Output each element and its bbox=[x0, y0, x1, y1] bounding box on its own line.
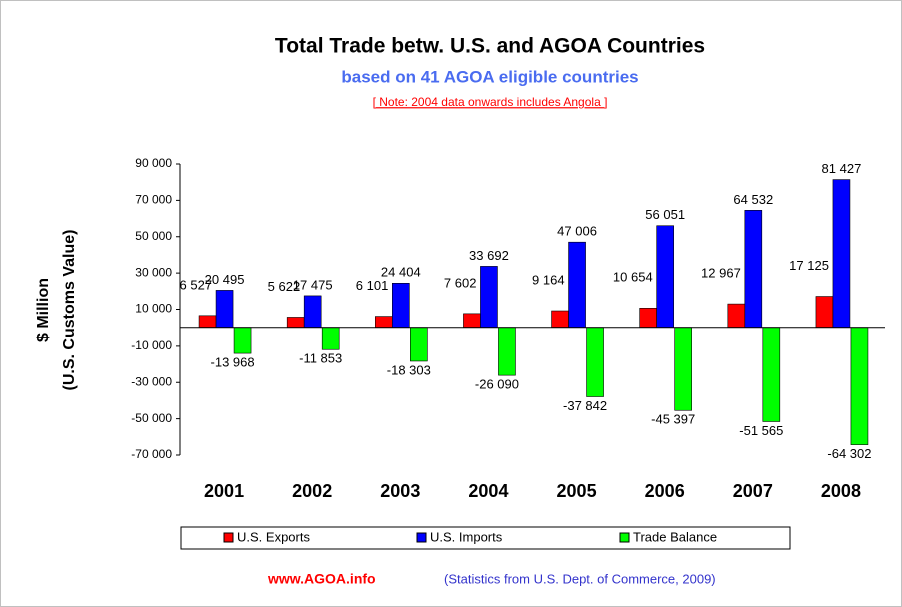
y-tick-label: 50 000 bbox=[135, 229, 172, 243]
value-label: 17 125 bbox=[789, 258, 829, 273]
value-label: 33 692 bbox=[469, 248, 509, 263]
value-label: 24 404 bbox=[381, 265, 421, 280]
chart-note: [ Note: 2004 data onwards includes Angol… bbox=[373, 95, 608, 109]
legend-label: U.S. Imports bbox=[430, 529, 503, 544]
bar bbox=[762, 327, 781, 422]
y-tick-label: 90 000 bbox=[135, 156, 172, 170]
x-tick-label: 2002 bbox=[292, 481, 332, 501]
x-tick-label: 2007 bbox=[733, 481, 773, 501]
value-label: 9 164 bbox=[532, 272, 565, 287]
chart-subtitle: based on 41 AGOA eligible countries bbox=[341, 67, 638, 86]
value-label: 56 051 bbox=[645, 207, 685, 222]
bar bbox=[815, 296, 834, 328]
footer-source: (Statistics from U.S. Dept. of Commerce,… bbox=[444, 571, 716, 586]
value-label: 47 006 bbox=[557, 224, 597, 239]
y-tick-label: -10 000 bbox=[131, 338, 172, 352]
bar bbox=[303, 295, 322, 328]
y-tick-label: 30 000 bbox=[135, 265, 172, 279]
legend-label: Trade Balance bbox=[633, 529, 717, 544]
bar bbox=[639, 308, 657, 328]
x-tick-label: 2004 bbox=[468, 481, 508, 501]
bar bbox=[744, 210, 763, 328]
value-label: -37 842 bbox=[563, 398, 607, 413]
footer-link: www.AGOA.info bbox=[267, 571, 376, 587]
bar bbox=[392, 283, 410, 328]
value-label: 5 622 bbox=[268, 279, 301, 294]
value-label: 6 101 bbox=[356, 278, 389, 293]
y-tick-label: -70 000 bbox=[131, 447, 172, 461]
bar bbox=[832, 179, 851, 328]
bar bbox=[410, 327, 428, 362]
bar bbox=[498, 327, 516, 376]
bar bbox=[568, 241, 586, 328]
legend-swatch bbox=[416, 532, 427, 543]
chart-title: Total Trade betw. U.S. and AGOA Countrie… bbox=[275, 35, 705, 58]
x-tick-label: 2001 bbox=[204, 481, 244, 501]
bar bbox=[321, 327, 340, 350]
bar bbox=[850, 327, 869, 445]
bar bbox=[674, 327, 692, 411]
bar bbox=[375, 316, 393, 328]
y-tick-label: -30 000 bbox=[131, 374, 172, 388]
y-axis-label: (U.S. Customs Value) bbox=[61, 230, 78, 391]
legend-label: U.S. Exports bbox=[237, 529, 310, 544]
value-label: 12 967 bbox=[701, 266, 741, 281]
bar bbox=[727, 303, 746, 328]
bar bbox=[551, 310, 569, 328]
bar bbox=[233, 327, 252, 354]
y-tick-label: 10 000 bbox=[135, 302, 172, 316]
value-label: 7 602 bbox=[444, 275, 477, 290]
value-label: 17 475 bbox=[293, 277, 333, 292]
bar bbox=[215, 290, 234, 328]
value-label: -64 302 bbox=[827, 446, 871, 461]
x-tick-label: 2003 bbox=[380, 481, 420, 501]
value-label: 64 532 bbox=[733, 192, 773, 207]
value-label: 20 495 bbox=[205, 272, 245, 287]
x-tick-label: 2008 bbox=[821, 481, 861, 501]
bar bbox=[198, 315, 217, 328]
value-label: 10 654 bbox=[613, 270, 653, 285]
value-label: -18 303 bbox=[387, 362, 431, 377]
value-label: -11 853 bbox=[299, 351, 342, 366]
value-label: -45 397 bbox=[651, 412, 695, 427]
value-label: -13 968 bbox=[211, 355, 255, 370]
x-tick-label: 2005 bbox=[557, 481, 597, 501]
bar bbox=[586, 327, 604, 397]
legend-swatch bbox=[223, 532, 234, 543]
x-tick-label: 2006 bbox=[645, 481, 685, 501]
value-label: 6 527 bbox=[180, 277, 213, 292]
legend-swatch bbox=[619, 532, 630, 543]
value-label: -26 090 bbox=[475, 377, 519, 392]
legend bbox=[180, 526, 791, 550]
bar bbox=[480, 266, 498, 328]
value-label: -51 565 bbox=[739, 423, 783, 438]
y-axis-label: $ Million bbox=[35, 278, 52, 342]
value-label: 81 427 bbox=[822, 161, 862, 176]
bar bbox=[463, 313, 481, 328]
y-tick-label: -50 000 bbox=[131, 411, 172, 425]
bar bbox=[286, 317, 305, 328]
bar bbox=[656, 225, 674, 328]
y-tick-label: 70 000 bbox=[135, 193, 172, 207]
